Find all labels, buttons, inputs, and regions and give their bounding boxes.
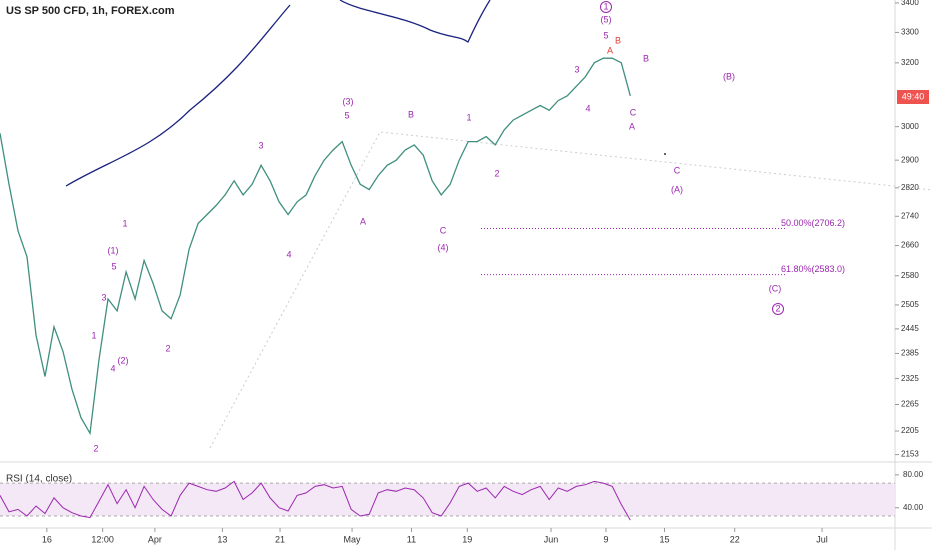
wave-label: 2 [165,343,170,353]
wave-label: B [615,35,621,45]
countdown: 49:40 [902,91,925,101]
y-tick-label: 2820 [901,183,919,192]
fib-label: 61.80%(2583.0) [781,264,845,274]
y-tick-label: 2205 [901,426,919,435]
y-tick-label: 2505 [901,300,919,309]
wave-label: (1) [108,245,119,255]
wave-label: 5 [344,110,349,120]
wave-label: 2 [775,303,780,313]
wave-label: 1 [91,330,96,340]
y-tick-label: 2445 [901,324,919,333]
wave-label: 4 [286,249,291,259]
wave-label: 2 [93,443,98,453]
x-tick-label: Jun [544,534,559,544]
x-tick-label: 11 [407,534,416,544]
dot [664,153,666,155]
wave-label: (C) [769,283,782,293]
y-tick-label: 2325 [901,374,919,383]
countdown-box [897,90,929,104]
wave-label: (4) [438,242,449,252]
x-tick-label: 21 [275,534,285,544]
wave-label: 4 [110,363,115,373]
wave-label: 3 [574,64,579,74]
wave-label: A [360,216,366,226]
wave-label: (A) [671,184,683,194]
x-tick-label: 9 [603,534,608,544]
wave-label: B [643,53,649,63]
y-tick-label: 2153 [901,450,919,459]
x-tick-label: 16 [42,534,52,544]
y-tick-label: 3200 [901,58,919,67]
x-tick-label: 19 [462,534,472,544]
price-line [0,57,631,436]
x-tick-label: Jul [816,534,828,544]
wave-label: B [408,109,414,119]
wave-label: 1 [122,218,127,228]
y-tick-label: 2385 [901,349,919,358]
chart-title: US SP 500 CFD, 1h, FOREX.com [6,5,175,17]
wave-label: A [607,45,613,55]
wave-label: 1 [466,112,471,122]
x-tick-label: Apr [148,534,162,544]
hand-drawn-curve [65,0,491,187]
wave-label: C [630,107,637,117]
x-tick-label: 22 [730,534,740,544]
wave-label: (3) [343,96,354,106]
y-tick-label: 2580 [901,271,919,280]
wave-label: 2 [494,168,499,178]
x-tick-label: 13 [217,534,227,544]
wave-label: C [674,165,681,175]
rsi-label: RSI (14, close) [6,474,72,485]
wave-label: (2) [118,355,129,365]
x-tick-label: 15 [659,534,669,544]
wave-label: 1 [603,1,608,11]
rsi-y-tick-label: 80.00 [903,470,924,479]
rsi-y-tick-label: 40.00 [903,503,924,512]
y-tick-label: 2265 [901,400,919,409]
y-tick-label: 3300 [901,28,919,37]
wave-label: (5) [601,14,612,24]
wave-circle [772,303,784,315]
wave-label: 4 [585,103,590,113]
y-tick-label: 2660 [901,241,919,250]
wave-label: 3 [101,292,106,302]
x-tick-label: 12:00 [91,534,114,544]
y-tick-label: 3400 [901,0,919,7]
rsi-line [0,480,631,521]
wave-label: (B) [723,71,735,81]
wave-circle [600,1,612,13]
wave-label: A [629,121,635,131]
rsi-band [0,483,895,516]
x-tick-label: May [344,534,362,544]
fib-label: 50.00%(2706.2) [781,218,845,228]
y-tick-label: 3000 [901,122,919,131]
y-tick-label: 2740 [901,211,919,220]
wave-label: 5 [111,261,116,271]
wave-label: C [440,225,447,235]
y-tick-label: 2900 [901,155,919,164]
wave-label: 5 [603,30,608,40]
wave-label: 3 [258,140,263,150]
